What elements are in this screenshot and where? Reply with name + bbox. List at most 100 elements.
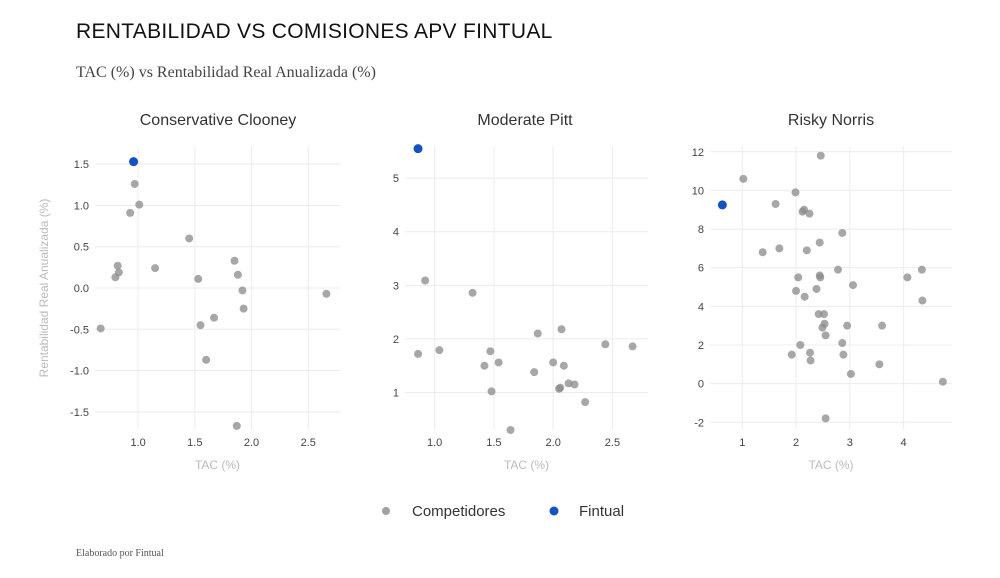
competitor-point [487, 387, 496, 396]
x-axis-label: TAC (%) [808, 458, 853, 472]
fintual-point [717, 200, 727, 210]
panel-2: 1 2 3 4 5 1.0 1.5 2.0 2.5 Moderate Pitt TAC (%) [393, 112, 648, 472]
competitor-point [820, 319, 829, 328]
competitor-point [557, 325, 566, 334]
panel-title: Conservative Clooney [140, 112, 297, 129]
y-tick-label: 10 [692, 185, 704, 197]
competitor-point [480, 361, 489, 370]
competitor-point [601, 340, 610, 349]
competitor-point [549, 358, 558, 367]
x-axis-label: TAC (%) [195, 458, 240, 472]
competitor-point [806, 356, 815, 365]
competitor-point [938, 377, 947, 386]
competitor-point [792, 286, 801, 295]
competitor-point [796, 340, 805, 349]
competitor-point [838, 228, 847, 237]
chart-title: RENTABILIDAD VS COMISIONES APV FINTUAL [76, 20, 553, 43]
competitor-point [802, 246, 811, 255]
legend-fintual-label: Fintual [579, 503, 624, 520]
competitor-point [506, 426, 515, 434]
y-tick-label: 0 [698, 379, 704, 391]
competitor-point [494, 358, 503, 367]
competitor-point [820, 310, 829, 319]
fintual-point [413, 144, 423, 154]
competitor-point [839, 350, 848, 359]
legend-competitors-marker [382, 507, 390, 515]
competitor-point [196, 321, 205, 330]
y-tick-label: -1.0 [70, 366, 89, 378]
y-tick-label: 2 [698, 340, 704, 352]
competitor-point [114, 268, 123, 277]
fintual-point [129, 157, 139, 167]
panel-title: Risky Norris [788, 112, 874, 129]
competitor-point [816, 151, 825, 160]
competitor-point [846, 369, 855, 378]
legend-competitors-label: Competidores [412, 503, 505, 520]
x-tick-label: 2.5 [605, 437, 620, 449]
competitor-point [805, 209, 814, 218]
competitor-point [468, 288, 477, 297]
competitor-point [202, 355, 211, 364]
competitor-point [239, 304, 248, 313]
y-tick-label: 5 [393, 173, 399, 185]
y-tick-label: -0.5 [70, 324, 89, 336]
competitor-point [833, 265, 842, 274]
competitor-point [564, 379, 573, 388]
footer-credit: Elaborado por Fintual [76, 548, 164, 559]
y-tick-label: 4 [393, 227, 399, 239]
competitor-point [322, 289, 331, 298]
y-tick-label: 1 [393, 387, 399, 399]
competitor-point [130, 179, 139, 188]
y-tick-label: 0.5 [74, 242, 89, 254]
competitor-point [556, 383, 565, 392]
y-tick-label: 3 [393, 280, 399, 292]
competitor-point [210, 313, 219, 322]
x-tick-label: 1 [739, 437, 745, 449]
competitor-point [414, 349, 423, 358]
competitor-point [530, 368, 539, 377]
competitor-point [771, 199, 780, 208]
competitor-point [135, 200, 144, 209]
competitor-point [758, 248, 767, 257]
x-tick-label: 2 [793, 437, 799, 449]
competitor-point [628, 342, 637, 351]
y-tick-label: 8 [698, 224, 704, 236]
y-tick-label: 0.0 [74, 283, 89, 295]
competitor-point [533, 329, 542, 338]
y-tick-label: 1.0 [74, 200, 89, 212]
competitor-point [421, 276, 430, 285]
competitor-point [232, 421, 241, 430]
competitor-point [800, 292, 809, 301]
competitor-point [238, 286, 247, 295]
competitor-point [96, 324, 105, 333]
y-axis-label: Rentabilidad Real Anualizada (%) [37, 199, 51, 378]
y-tick-label: -1.5 [70, 407, 89, 419]
x-tick-label: 2.0 [546, 437, 561, 449]
x-tick-label: 1.0 [130, 437, 145, 449]
competitor-point [815, 238, 824, 247]
competitor-point [233, 270, 242, 279]
y-tick-label: 1.5 [74, 159, 89, 171]
competitor-point [775, 244, 784, 253]
x-tick-label: 1.0 [427, 437, 442, 449]
y-tick-label: -2 [694, 417, 704, 429]
x-tick-label: 2.5 [301, 437, 316, 449]
competitor-point [194, 274, 203, 283]
competitor-point [838, 339, 847, 348]
competitor-point [903, 273, 912, 282]
competitor-point [581, 398, 590, 407]
competitor-point [570, 380, 579, 389]
competitor-point [787, 350, 796, 359]
x-tick-label: 1.5 [187, 437, 202, 449]
x-axis-label: TAC (%) [504, 458, 549, 472]
competitor-point [821, 331, 830, 340]
competitor-point [816, 273, 825, 282]
panel-title: Moderate Pitt [477, 112, 573, 129]
competitor-point [812, 284, 821, 293]
legend: Competidores Fintual [382, 503, 624, 520]
competitor-point [739, 174, 748, 183]
competitor-point [794, 273, 803, 282]
y-tick-label: 12 [692, 147, 704, 159]
x-tick-label: 1.5 [486, 437, 501, 449]
